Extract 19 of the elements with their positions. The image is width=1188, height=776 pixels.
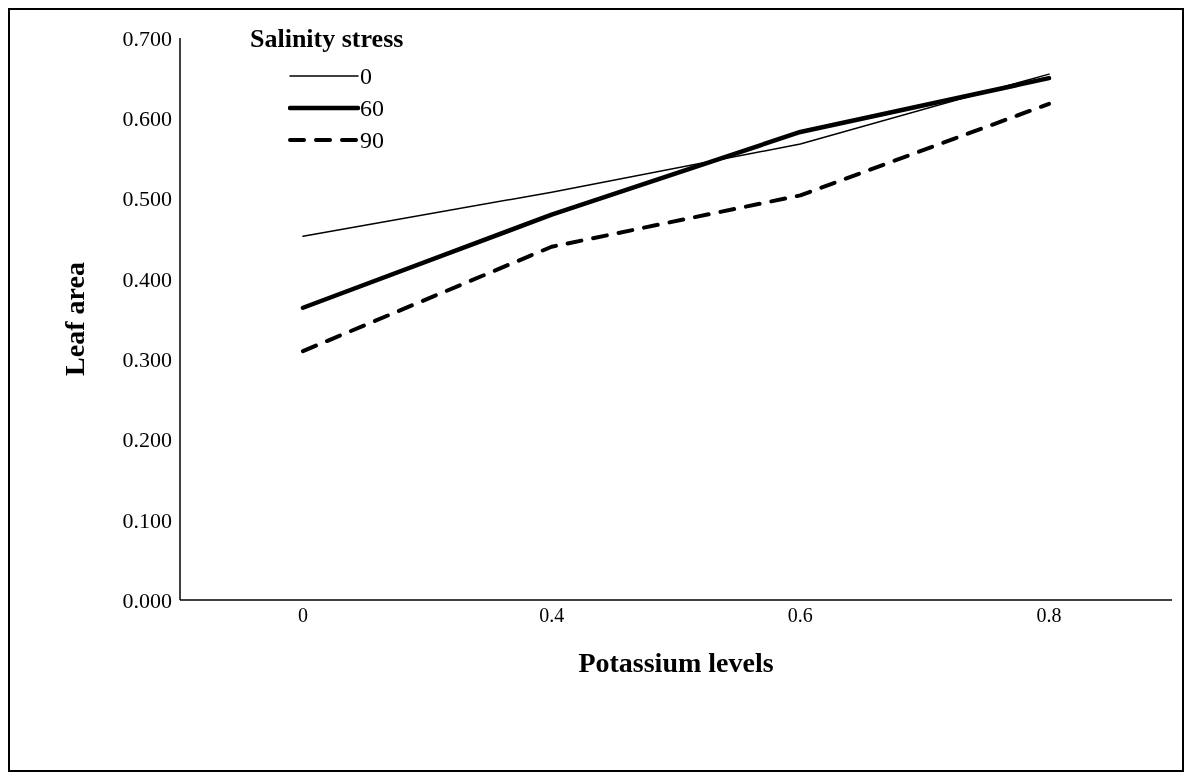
x-tick-label: 0.8 xyxy=(1036,604,1062,627)
y-tick-label: 0.100 xyxy=(122,507,172,533)
y-tick-label: 0.600 xyxy=(122,106,172,132)
y-tick-label: 0.700 xyxy=(122,25,172,51)
line-series xyxy=(301,101,1051,354)
y-tick-label: 0.500 xyxy=(122,186,172,212)
y-tick-label: 0.400 xyxy=(122,266,172,292)
x-axis-title: Potassium levels xyxy=(578,647,774,678)
legend-label: 60 xyxy=(360,94,384,122)
legend-label: 0 xyxy=(360,62,372,90)
y-tick-label: 0.000 xyxy=(122,587,172,613)
legend-label: 90 xyxy=(360,126,384,154)
x-tick-label: 0 xyxy=(298,604,308,627)
y-tick-label: 0.300 xyxy=(122,346,172,372)
x-tick-label: 0.6 xyxy=(787,604,813,627)
y-axis-title: Leaf area xyxy=(58,262,90,376)
y-tick-label: 0.200 xyxy=(122,427,172,453)
legend-title: Salinity stress xyxy=(250,24,405,54)
x-tick-label: 0.4 xyxy=(539,604,565,627)
